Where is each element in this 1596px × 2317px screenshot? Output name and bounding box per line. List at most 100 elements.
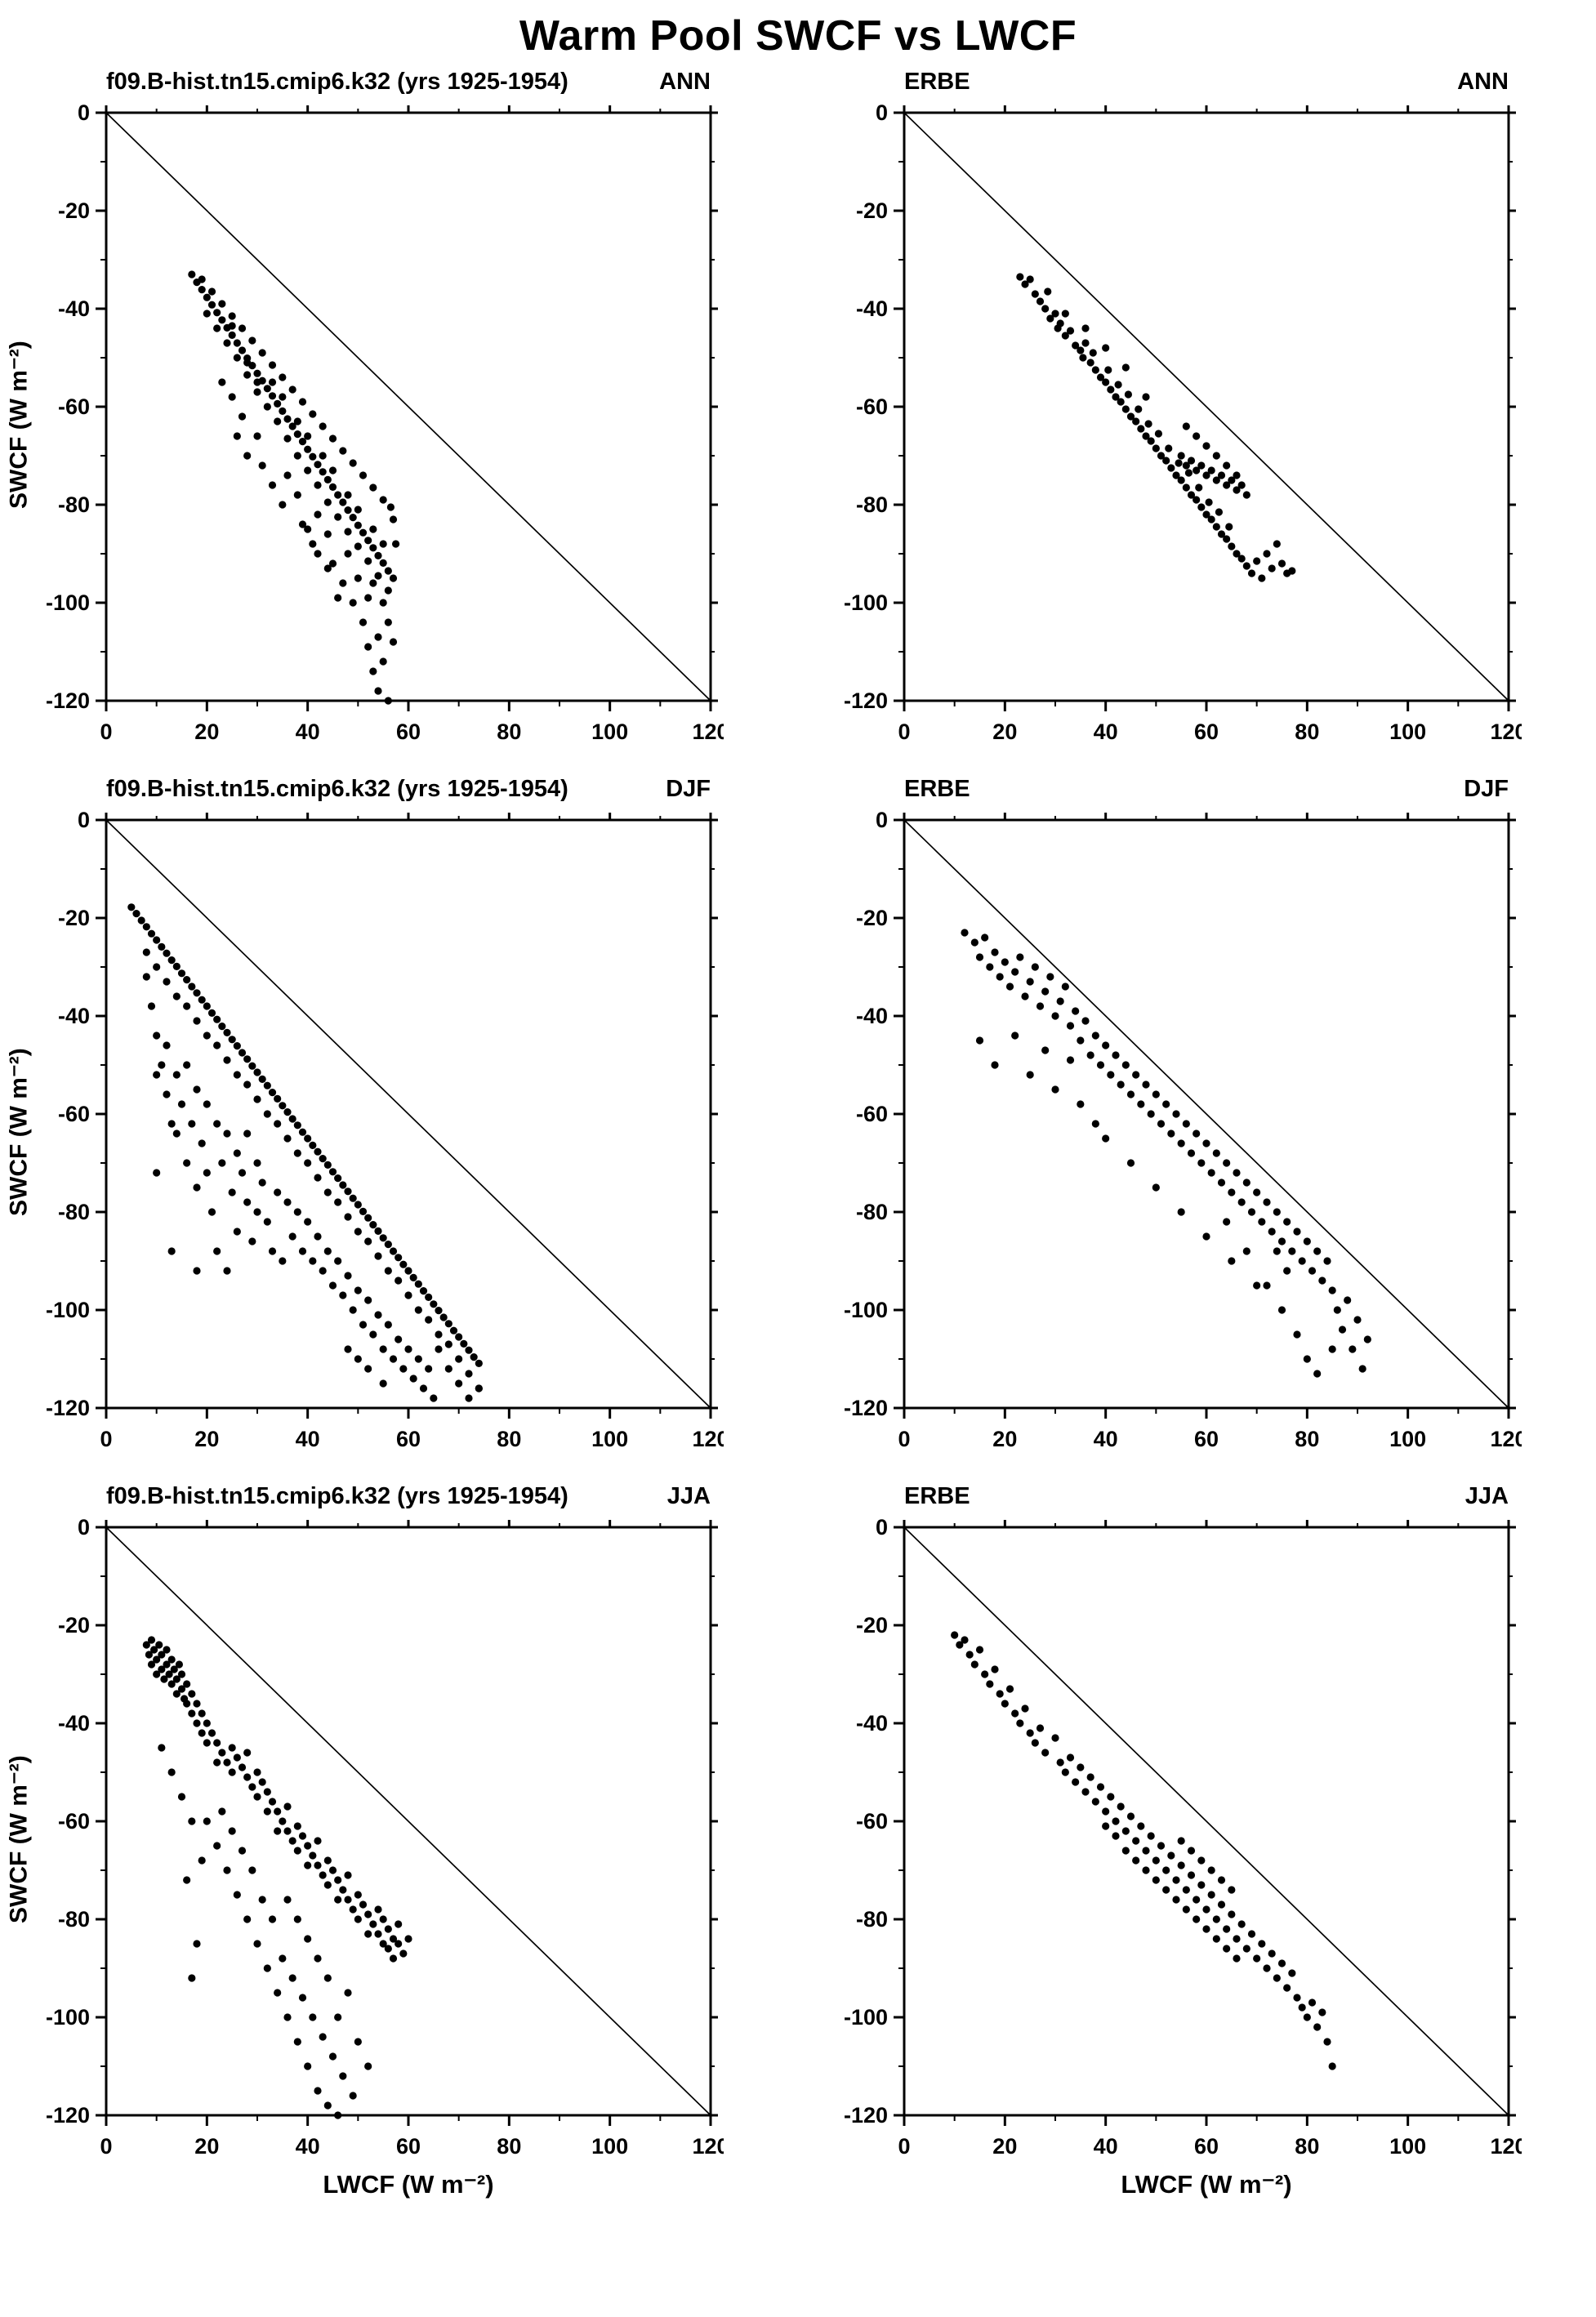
panel-model-djf: f09.B-hist.tn15.cmip6.k32 (yrs 1925-1954… bbox=[0, 773, 798, 1459]
svg-text:-20: -20 bbox=[58, 198, 90, 223]
svg-text:-20: -20 bbox=[856, 198, 888, 223]
svg-text:100: 100 bbox=[1389, 1427, 1426, 1451]
svg-text:20: 20 bbox=[194, 2134, 219, 2159]
y-axis-label bbox=[798, 98, 836, 751]
panel-header: ERBE ANN bbox=[904, 65, 1509, 98]
run-title: f09.B-hist.tn15.cmip6.k32 (yrs 1925-1954… bbox=[106, 1483, 568, 1509]
svg-text:-100: -100 bbox=[844, 590, 888, 615]
svg-text:40: 40 bbox=[1094, 2134, 1118, 2159]
panel-body: SWCF (W m⁻²) 0 20 40 60 80 100 120 0 -20 -40 -60 -8… bbox=[0, 1513, 798, 2166]
svg-text:-100: -100 bbox=[46, 590, 90, 615]
svg-text:60: 60 bbox=[1194, 1427, 1219, 1451]
x-axis-label: LWCF (W m⁻²) bbox=[323, 2170, 494, 2199]
panel-body: 0 20 40 60 80 100 120 0 -20 -40 -60 -80 -100 -120 bbox=[798, 805, 1596, 1459]
dataset-label: ERBE bbox=[904, 69, 970, 95]
panel-erbe-jja: ERBE JJA 0 20 40 60 80 100 120 0 -20 -40 -60 -80 -10… bbox=[798, 1480, 1596, 2203]
svg-text:60: 60 bbox=[1194, 2134, 1219, 2159]
svg-text:60: 60 bbox=[396, 1427, 421, 1451]
svg-text:-80: -80 bbox=[856, 492, 888, 517]
svg-text:60: 60 bbox=[396, 720, 421, 744]
panel-erbe-djf: ERBE DJF 0 20 40 60 80 100 120 0 -20 -40 -60 -80 -10… bbox=[798, 773, 1596, 1459]
svg-text:-20: -20 bbox=[856, 906, 888, 930]
y-axis-label: SWCF (W m⁻²) bbox=[5, 1755, 33, 1923]
scatter-plot-model-djf: 0 20 40 60 80 100 120 0 -20 -40 -60 -80 -100 -120 bbox=[46, 808, 724, 1451]
svg-text:-60: -60 bbox=[58, 394, 90, 419]
season-label: DJF bbox=[666, 776, 711, 802]
svg-text:-60: -60 bbox=[856, 1809, 888, 1834]
panel-header: ERBE DJF bbox=[904, 773, 1509, 805]
svg-text:100: 100 bbox=[591, 2134, 628, 2159]
svg-text:-80: -80 bbox=[856, 1200, 888, 1224]
svg-text:120: 120 bbox=[1490, 2134, 1522, 2159]
svg-text:40: 40 bbox=[296, 1427, 320, 1451]
svg-text:-40: -40 bbox=[58, 1004, 90, 1028]
panel-header: f09.B-hist.tn15.cmip6.k32 (yrs 1925-1954… bbox=[106, 65, 711, 98]
svg-text:60: 60 bbox=[1194, 720, 1219, 744]
svg-text:-80: -80 bbox=[58, 1200, 90, 1224]
figure-title: Warm Pool SWCF vs LWCF bbox=[519, 12, 1077, 60]
svg-text:20: 20 bbox=[992, 1427, 1017, 1451]
svg-text:0: 0 bbox=[100, 2134, 112, 2159]
svg-text:120: 120 bbox=[692, 1427, 724, 1451]
svg-text:60: 60 bbox=[396, 2134, 421, 2159]
svg-text:-60: -60 bbox=[58, 1102, 90, 1126]
run-title: f09.B-hist.tn15.cmip6.k32 (yrs 1925-1954… bbox=[106, 69, 568, 95]
dataset-label: ERBE bbox=[904, 776, 970, 802]
svg-text:-60: -60 bbox=[856, 1102, 888, 1126]
x-axis-label: LWCF (W m⁻²) bbox=[1121, 2170, 1292, 2199]
svg-text:0: 0 bbox=[876, 808, 888, 832]
svg-text:-80: -80 bbox=[856, 1907, 888, 1932]
panel-body: SWCF (W m⁻²) 0 20 40 60 80 100 120 0 -20 -40 -60 -8… bbox=[0, 805, 798, 1459]
svg-text:-100: -100 bbox=[844, 2005, 888, 2030]
svg-text:-20: -20 bbox=[58, 906, 90, 930]
season-label: DJF bbox=[1464, 776, 1509, 802]
svg-text:-120: -120 bbox=[46, 688, 90, 713]
svg-text:40: 40 bbox=[1094, 720, 1118, 744]
svg-text:100: 100 bbox=[1389, 720, 1426, 744]
svg-text:-100: -100 bbox=[844, 1298, 888, 1322]
svg-text:0: 0 bbox=[100, 720, 112, 744]
svg-text:0: 0 bbox=[100, 1427, 112, 1451]
svg-text:80: 80 bbox=[497, 1427, 521, 1451]
svg-text:0: 0 bbox=[78, 100, 90, 125]
panel-body: 0 20 40 60 80 100 120 0 -20 -40 -60 -80 -100 -120 bbox=[798, 1513, 1596, 2166]
season-label: JJA bbox=[1464, 1483, 1509, 1509]
svg-text:40: 40 bbox=[296, 720, 320, 744]
svg-text:40: 40 bbox=[296, 2134, 320, 2159]
svg-text:-20: -20 bbox=[856, 1613, 888, 1637]
svg-text:-100: -100 bbox=[46, 2005, 90, 2030]
svg-text:80: 80 bbox=[497, 720, 521, 744]
svg-text:-60: -60 bbox=[856, 394, 888, 419]
svg-text:0: 0 bbox=[876, 1515, 888, 1539]
svg-text:80: 80 bbox=[1295, 720, 1319, 744]
svg-text:0: 0 bbox=[876, 100, 888, 125]
svg-text:-40: -40 bbox=[856, 296, 888, 321]
run-title: f09.B-hist.tn15.cmip6.k32 (yrs 1925-1954… bbox=[106, 776, 568, 802]
y-axis-label bbox=[798, 1513, 836, 2166]
svg-text:20: 20 bbox=[992, 2134, 1017, 2159]
svg-text:-20: -20 bbox=[58, 1613, 90, 1637]
svg-text:80: 80 bbox=[1295, 2134, 1319, 2159]
svg-text:0: 0 bbox=[898, 1427, 910, 1451]
scatter-plot-erbe-djf: 0 20 40 60 80 100 120 0 -20 -40 -60 -80 -100 -120 bbox=[844, 808, 1522, 1451]
y-axis-label: SWCF (W m⁻²) bbox=[5, 1048, 33, 1216]
panel-erbe-ann: ERBE ANN 0 20 40 60 80 100 120 0 -20 -40 -60 -80 -10… bbox=[798, 65, 1596, 751]
svg-text:20: 20 bbox=[992, 720, 1017, 744]
dataset-label: ERBE bbox=[904, 1483, 970, 1509]
svg-text:-80: -80 bbox=[58, 492, 90, 517]
panel-header: f09.B-hist.tn15.cmip6.k32 (yrs 1925-1954… bbox=[106, 773, 711, 805]
scatter-plot-erbe-jja: 0 20 40 60 80 100 120 0 -20 -40 -60 -80 -100 -120 bbox=[844, 1515, 1522, 2159]
svg-text:20: 20 bbox=[194, 1427, 219, 1451]
scatter-plot-model-ann: 0 20 40 60 80 100 120 0 -20 -40 -60 -80 -100 -120 bbox=[46, 100, 724, 744]
svg-text:-120: -120 bbox=[844, 2103, 888, 2128]
svg-text:-120: -120 bbox=[844, 1396, 888, 1420]
svg-text:-40: -40 bbox=[856, 1711, 888, 1736]
svg-text:120: 120 bbox=[1490, 720, 1522, 744]
season-label: JJA bbox=[666, 1483, 711, 1509]
svg-text:0: 0 bbox=[78, 1515, 90, 1539]
panel-body: 0 20 40 60 80 100 120 0 -20 -40 -60 -80 -100 -120 bbox=[798, 98, 1596, 751]
season-label: ANN bbox=[1457, 69, 1509, 95]
svg-text:0: 0 bbox=[898, 720, 910, 744]
svg-text:120: 120 bbox=[692, 2134, 724, 2159]
svg-text:-40: -40 bbox=[58, 296, 90, 321]
